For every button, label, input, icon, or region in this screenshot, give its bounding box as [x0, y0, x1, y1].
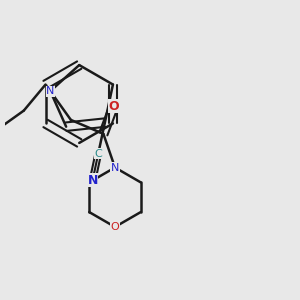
Text: O: O	[109, 100, 119, 112]
Text: N: N	[46, 86, 55, 96]
Text: C: C	[94, 149, 102, 159]
Text: N: N	[87, 174, 98, 187]
Text: N: N	[111, 163, 119, 172]
Text: O: O	[111, 222, 119, 232]
